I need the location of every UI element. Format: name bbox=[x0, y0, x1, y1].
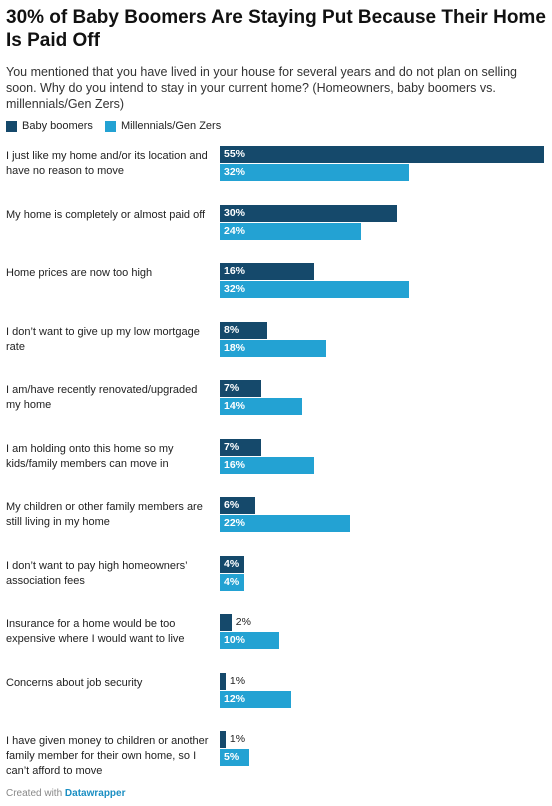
bar bbox=[220, 263, 315, 280]
value-label: 14% bbox=[224, 400, 246, 412]
value-label: 24% bbox=[224, 224, 246, 237]
value-label: 32% bbox=[224, 166, 246, 178]
legend-label: Baby boomers bbox=[22, 120, 93, 132]
chart-subtitle: You mentioned that you have lived in you… bbox=[6, 65, 517, 111]
bar bbox=[220, 438, 262, 456]
bar bbox=[220, 555, 244, 573]
legend-item: Millennials/Gen Zers bbox=[104, 120, 222, 132]
footer-text: Created with bbox=[6, 788, 63, 799]
legend-item: Baby boomers bbox=[6, 120, 93, 132]
bar bbox=[220, 204, 397, 222]
category-label: I don’t want to give up my low mortgage … bbox=[6, 325, 200, 353]
category-label: I just like my home and/or its location … bbox=[6, 150, 208, 177]
bar bbox=[220, 398, 303, 415]
bar bbox=[220, 573, 244, 591]
bar bbox=[220, 146, 544, 163]
bar bbox=[220, 456, 315, 474]
value-label: 7% bbox=[224, 382, 240, 394]
value-label: 4% bbox=[224, 575, 240, 588]
value-label: 5% bbox=[224, 751, 240, 763]
value-label: 2% bbox=[235, 616, 251, 628]
bar bbox=[220, 672, 226, 690]
category-label: I have given money to children or anothe… bbox=[6, 735, 209, 777]
footer: Created with Datawrapper bbox=[6, 788, 126, 799]
bar bbox=[220, 515, 350, 532]
value-label: 1% bbox=[229, 733, 246, 745]
category-label: I am/have recently renovated/upgraded my… bbox=[6, 384, 198, 411]
category-label: I am holding onto this home so my kids/f… bbox=[6, 442, 174, 470]
category-label: I don’t want to pay high homeowners’ ass… bbox=[6, 559, 188, 587]
legend: Baby boomers Millennials/Gen Zers bbox=[6, 120, 221, 132]
category-label: Insurance for a home would be too expens… bbox=[6, 618, 185, 645]
value-label: 16% bbox=[224, 265, 246, 277]
value-label: 7% bbox=[224, 440, 240, 453]
chart-title: 30% of Baby Boomers Are Staying Put Beca… bbox=[6, 7, 546, 51]
value-label: 1% bbox=[229, 674, 246, 687]
value-label: 18% bbox=[224, 341, 246, 354]
value-label: 10% bbox=[224, 634, 246, 646]
bar bbox=[220, 497, 256, 514]
value-label: 22% bbox=[224, 517, 246, 529]
value-label: 8% bbox=[224, 323, 240, 336]
footer-link[interactable]: Datawrapper bbox=[64, 788, 126, 799]
value-label: 55% bbox=[224, 148, 246, 160]
legend-swatch bbox=[6, 120, 17, 132]
category-label: Home prices are now too high bbox=[6, 267, 153, 279]
bar bbox=[220, 614, 232, 631]
value-label: 12% bbox=[224, 692, 246, 705]
legend-swatch bbox=[104, 120, 116, 132]
bar bbox=[220, 690, 291, 708]
bar bbox=[220, 731, 226, 748]
legend-label: Millennials/Gen Zers bbox=[120, 120, 222, 132]
value-label: 16% bbox=[224, 458, 246, 471]
bar bbox=[220, 281, 409, 298]
category-label: My home is completely or almost paid off bbox=[6, 208, 206, 221]
bar bbox=[220, 749, 250, 766]
bar bbox=[220, 321, 268, 339]
value-label: 6% bbox=[224, 499, 240, 511]
bar bbox=[220, 632, 279, 649]
bar bbox=[220, 380, 262, 397]
value-label: 30% bbox=[224, 206, 246, 219]
category-label: Concerns about job security bbox=[6, 676, 143, 689]
value-label: 32% bbox=[224, 283, 246, 295]
bar bbox=[220, 339, 327, 357]
bar bbox=[220, 222, 362, 240]
bar bbox=[220, 164, 409, 181]
category-label: My children or other family members are … bbox=[6, 501, 203, 528]
value-label: 4% bbox=[224, 557, 240, 570]
